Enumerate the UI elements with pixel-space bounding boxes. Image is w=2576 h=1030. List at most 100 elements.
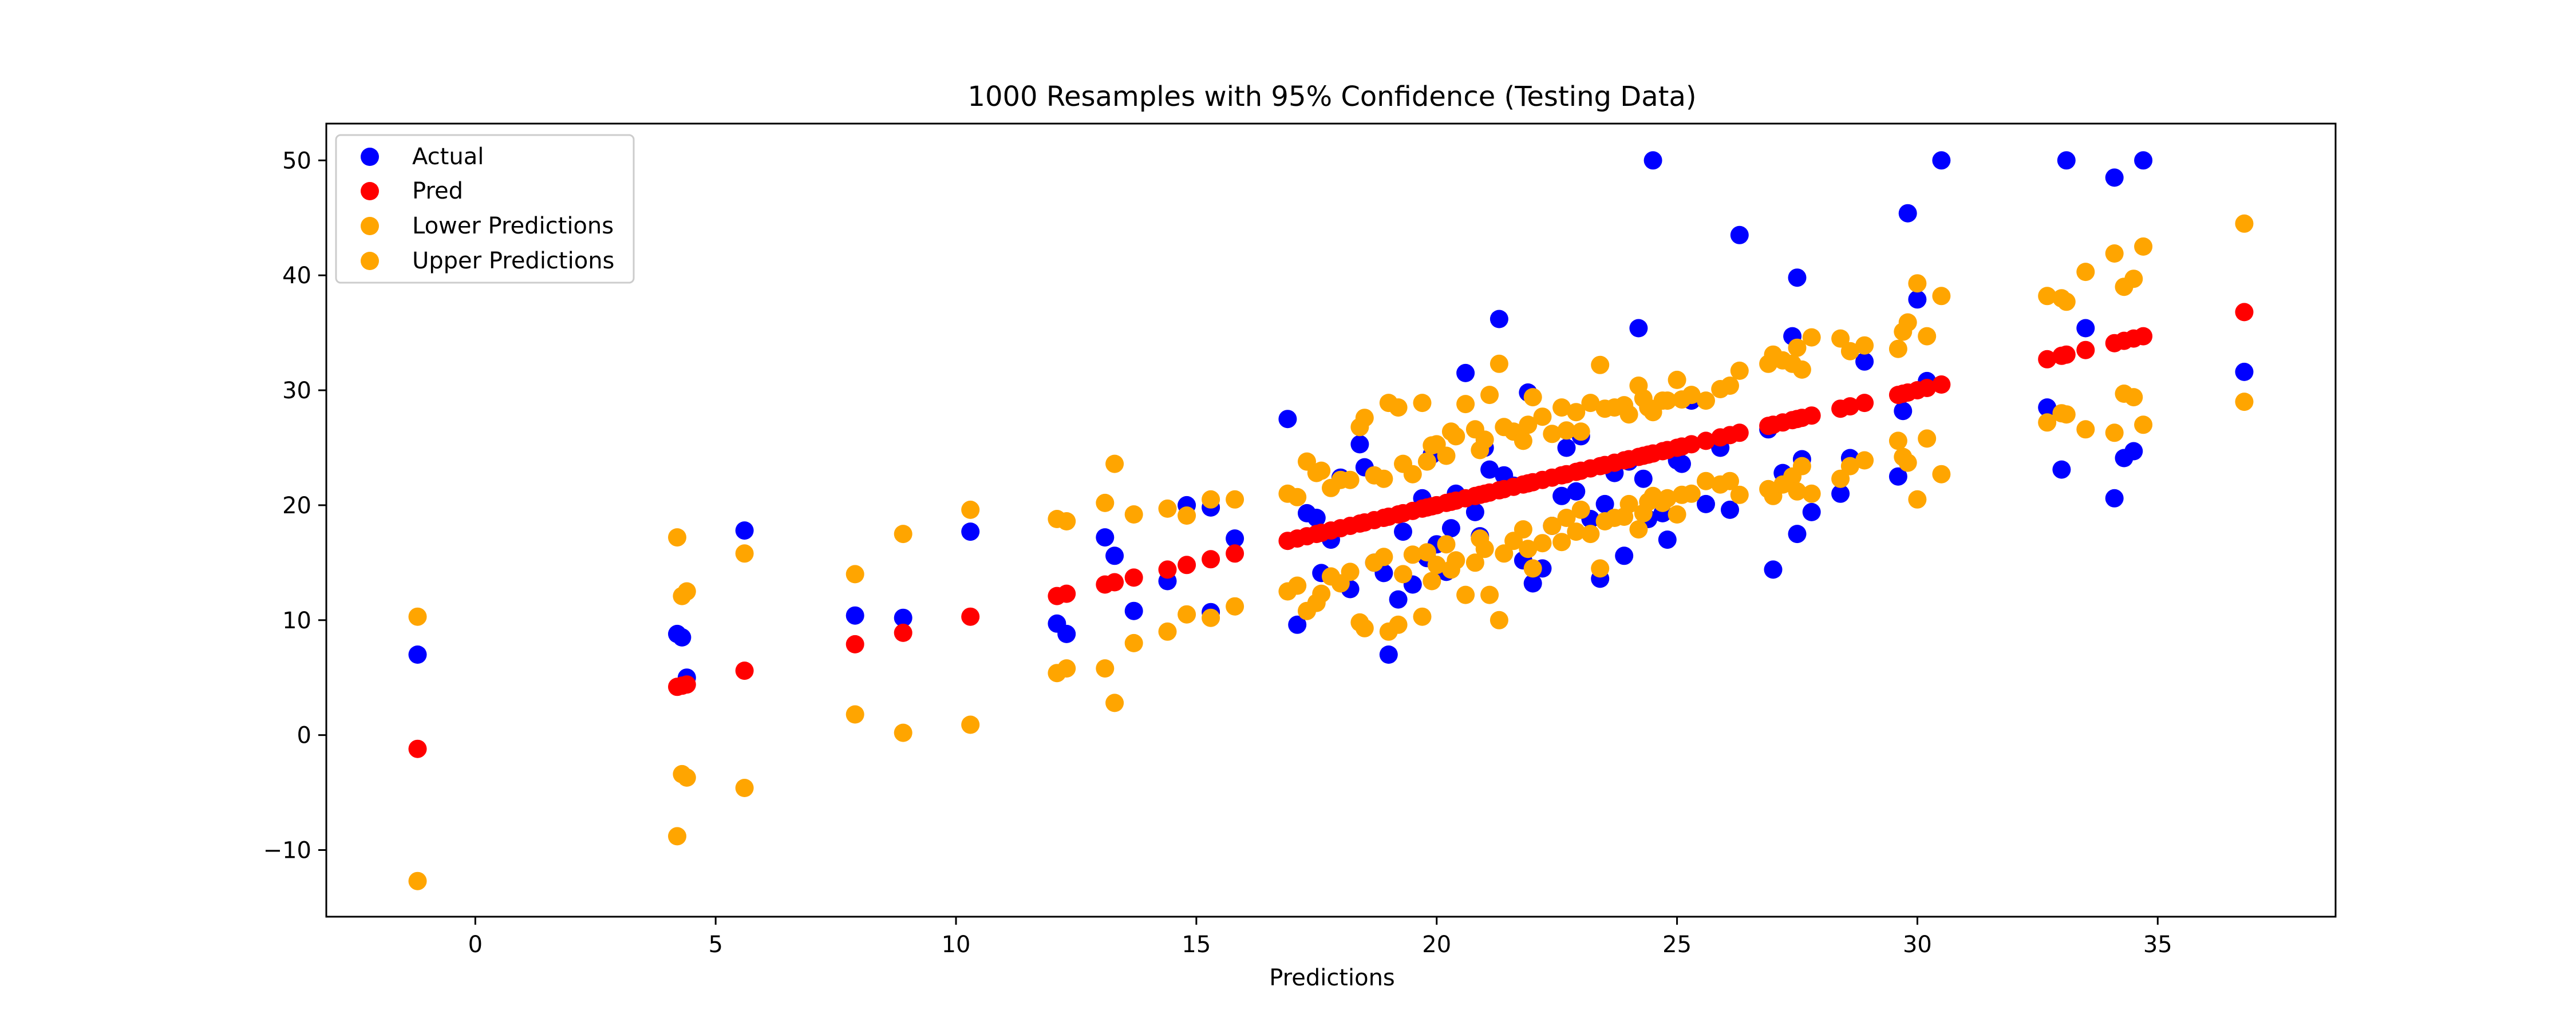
lower-prediction-point <box>1932 465 1951 484</box>
legend: Actual Pred Lower Predictions Upper Pred… <box>335 134 635 284</box>
upper-prediction-point <box>1792 360 1811 379</box>
actual-point <box>1557 438 1576 457</box>
lower-prediction-point <box>1413 607 1432 626</box>
y-axis: −10 0 10 20 30 40 50 <box>263 148 326 863</box>
pred-point <box>2235 303 2254 322</box>
actual-point <box>1764 560 1783 579</box>
x-tick-label: 35 <box>2143 932 2172 958</box>
pred-point <box>408 739 427 758</box>
actual-point <box>1480 460 1499 479</box>
actual-point <box>2105 168 2124 187</box>
actual-point <box>1788 525 1807 544</box>
x-axis-label: Predictions <box>1269 965 1395 991</box>
upper-prediction-point <box>1543 425 1562 443</box>
upper-prediction-point <box>846 565 864 584</box>
upper-prediction-point <box>1480 386 1499 405</box>
actual-point <box>1350 435 1369 454</box>
lower-prediction-point <box>1571 500 1590 519</box>
lower-prediction-point <box>1389 615 1408 634</box>
pred-point <box>1802 406 1821 425</box>
lower-prediction-point <box>1519 540 1538 558</box>
upper-prediction-point <box>1437 446 1456 465</box>
lower-prediction-point <box>1158 622 1177 641</box>
x-tick-label: 0 <box>468 932 483 958</box>
upper-prediction-point <box>2124 270 2143 288</box>
actual-point <box>2134 151 2153 170</box>
actual-point <box>961 522 980 541</box>
actual-point <box>1394 522 1412 541</box>
upper-prediction-point <box>1591 355 1610 374</box>
chart-title: 1000 Resamples with 95% Confidence (Test… <box>967 81 1696 113</box>
legend-label-lower: Lower Predictions <box>412 213 614 239</box>
actual-point <box>2076 319 2095 338</box>
upper-prediction-point <box>1523 388 1542 407</box>
upper-prediction-point <box>1096 493 1115 512</box>
plot-frame <box>325 122 2337 918</box>
pred-point <box>2038 350 2057 369</box>
upper-prediction-point <box>961 500 980 519</box>
actual-point <box>1615 546 1634 565</box>
y-tick-label: 10 <box>282 608 311 634</box>
lower-prediction-point <box>1908 490 1927 509</box>
lower-prediction-point <box>1619 494 1638 513</box>
upper-prediction-point <box>1413 394 1432 413</box>
upper-prediction-point <box>735 544 754 563</box>
actual-point <box>1634 469 1653 488</box>
lower-prediction-point <box>1202 608 1220 627</box>
upper-prediction-point <box>1658 391 1677 410</box>
lower-prediction-point <box>2038 413 2057 432</box>
lower-prediction-point <box>1557 509 1576 527</box>
lower-prediction-point <box>1840 457 1859 476</box>
upper-prediction-point <box>1730 361 1749 380</box>
lower-prediction-point <box>1394 565 1412 584</box>
lower-prediction-point <box>668 827 686 846</box>
actual-point <box>1802 502 1821 521</box>
actual-point <box>1595 494 1614 513</box>
x-tick-label: 25 <box>1662 932 1692 958</box>
lower-prediction-point <box>1096 659 1115 678</box>
legend-marker-upper <box>361 252 379 270</box>
lower-prediction-point <box>1437 535 1456 554</box>
upper-prediction-point <box>1619 405 1638 424</box>
actual-point <box>1307 509 1326 527</box>
lower-prediction-point <box>1898 453 1917 472</box>
lower-prediction-point <box>1792 457 1811 476</box>
upper-prediction-point <box>1918 327 1937 346</box>
y-tick-label: 0 <box>297 723 311 749</box>
upper-prediction-point <box>1389 398 1408 417</box>
actual-point <box>2057 151 2076 170</box>
lower-prediction-point <box>1668 505 1686 524</box>
lower-prediction-point <box>1105 694 1124 712</box>
pred-point <box>1202 550 1220 569</box>
actual-point <box>1105 546 1124 565</box>
lower-prediction-point <box>1226 597 1244 616</box>
upper-prediction-point <box>1519 415 1538 434</box>
lower-prediction-point <box>1490 611 1508 629</box>
upper-prediction-point <box>1288 488 1307 506</box>
lower-prediction-point <box>1475 540 1494 558</box>
upper-prediction-point <box>2235 214 2254 233</box>
pred-point <box>735 661 754 680</box>
upper-prediction-point <box>1840 342 1859 360</box>
actual-point <box>1379 645 1398 664</box>
pred-point <box>1124 568 1143 587</box>
lower-prediction-point <box>1855 451 1874 470</box>
lower-prediction-point <box>408 871 427 890</box>
pred-point <box>1178 556 1196 575</box>
actual-point <box>1465 502 1484 521</box>
lower-prediction-point <box>2057 405 2076 424</box>
lower-prediction-point <box>2124 388 2143 407</box>
lower-prediction-point <box>1918 429 1937 448</box>
lower-prediction-point <box>2134 415 2153 434</box>
pred-point <box>1158 560 1177 579</box>
y-tick-label: 50 <box>282 148 311 174</box>
lower-prediction-point <box>1552 533 1571 552</box>
upper-prediction-point <box>1312 461 1331 480</box>
actual-point <box>894 608 912 627</box>
actual-point <box>1490 310 1508 328</box>
pred-point <box>2057 345 2076 364</box>
upper-prediction-point <box>1533 407 1552 426</box>
lower-prediction-point <box>1456 585 1475 604</box>
x-tick-label: 30 <box>1903 932 1932 958</box>
actual-point <box>1730 225 1749 244</box>
